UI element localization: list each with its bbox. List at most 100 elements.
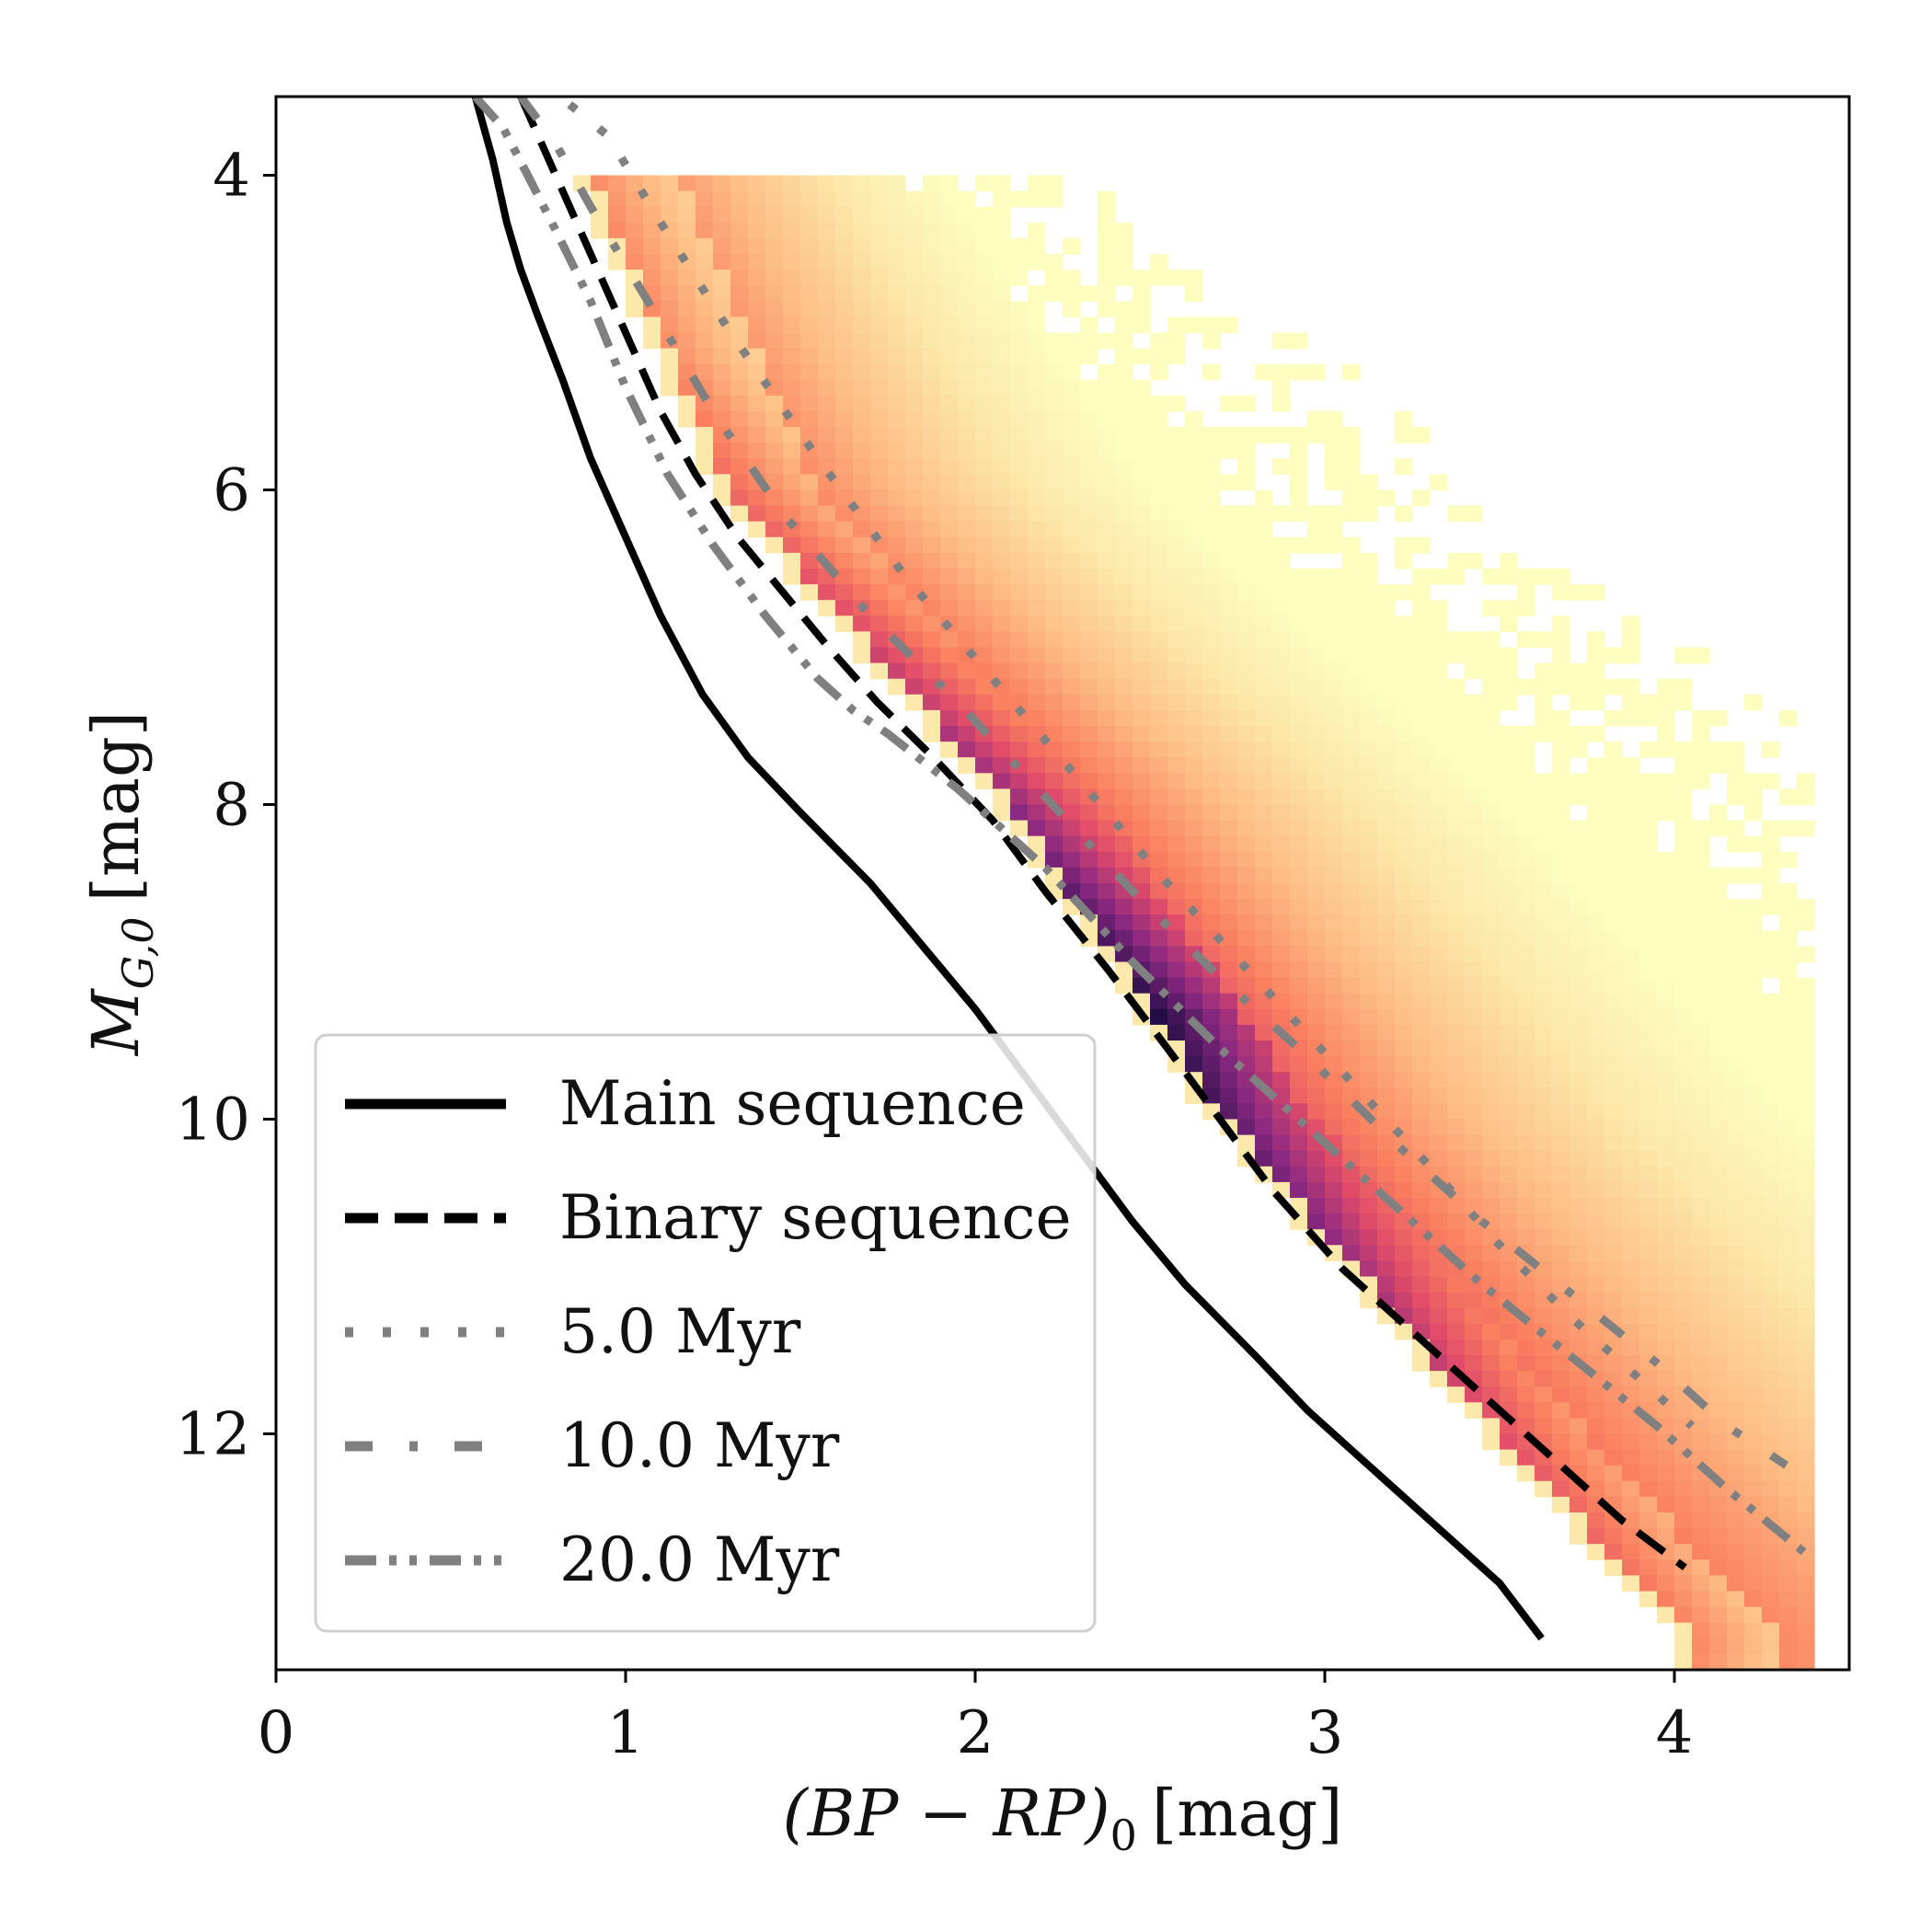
- heatmap-cell: [1237, 883, 1256, 900]
- heatmap-cell: [713, 237, 731, 255]
- heatmap-cell: [1797, 993, 1815, 1010]
- heatmap-cell: [1604, 1355, 1623, 1372]
- heatmap-cell: [1779, 1276, 1798, 1294]
- heatmap-cell: [1639, 709, 1658, 727]
- heatmap-cell: [1517, 883, 1535, 900]
- heatmap-cell: [1482, 977, 1501, 995]
- heatmap-cell: [1709, 946, 1728, 963]
- heatmap-cell: [1360, 1213, 1378, 1230]
- heatmap-cell: [1622, 1355, 1640, 1372]
- heatmap-cell: [1430, 1229, 1448, 1246]
- heatmap-cell: [1709, 804, 1728, 822]
- heatmap-cell: [1045, 726, 1064, 742]
- heatmap-cell: [1290, 820, 1308, 837]
- heatmap-cell: [1604, 1480, 1623, 1498]
- legend-label: Main sequence: [559, 1068, 1026, 1139]
- heatmap-cell: [1220, 678, 1238, 696]
- heatmap-cell: [1762, 1276, 1780, 1294]
- heatmap-cell: [1220, 694, 1238, 711]
- heatmap-cell: [1692, 1355, 1710, 1372]
- heatmap-cell: [1570, 1056, 1588, 1073]
- heatmap-cell: [1307, 961, 1326, 979]
- heatmap-cell: [1639, 1041, 1658, 1057]
- heatmap-cell: [1133, 270, 1151, 286]
- heatmap-cell: [783, 443, 801, 459]
- heatmap-cell: [1500, 835, 1518, 853]
- heatmap-cell: [1430, 820, 1448, 837]
- heatmap-cell: [1098, 206, 1116, 224]
- heatmap-cell: [1482, 1433, 1501, 1451]
- heatmap-cell: [1762, 946, 1780, 963]
- heatmap-cell: [923, 600, 941, 616]
- heatmap-cell: [993, 270, 1011, 286]
- heatmap-cell: [1430, 600, 1448, 616]
- heatmap-cell: [1744, 1181, 1763, 1199]
- heatmap-cell: [1290, 867, 1308, 884]
- heatmap-cell: [1727, 1166, 1745, 1183]
- heatmap-cell: [1482, 1119, 1501, 1136]
- heatmap-cell: [1220, 474, 1238, 491]
- heatmap-cell: [1430, 709, 1448, 727]
- heatmap-cell: [853, 222, 871, 239]
- heatmap-cell: [1430, 993, 1448, 1010]
- heatmap-cell: [1552, 1134, 1570, 1152]
- heatmap-cell: [1447, 742, 1466, 758]
- heatmap-cell: [1500, 742, 1518, 758]
- heatmap-cell: [765, 237, 784, 255]
- heatmap-cell: [975, 254, 994, 270]
- heatmap-cell: [730, 285, 749, 302]
- heatmap-cell: [1167, 474, 1186, 491]
- heatmap-cell: [1709, 1245, 1728, 1261]
- heatmap-cell: [1587, 1276, 1605, 1294]
- heatmap-cell: [1762, 1245, 1780, 1261]
- heatmap-cell: [1395, 1292, 1413, 1309]
- heatmap-cell: [993, 316, 1011, 334]
- heatmap-cell: [730, 254, 749, 270]
- heatmap-cell: [853, 395, 871, 412]
- heatmap-cell: [1430, 1355, 1448, 1372]
- heatmap-cell: [1115, 363, 1133, 381]
- heatmap-cell: [1063, 600, 1081, 616]
- heatmap-cell: [1709, 742, 1728, 758]
- heatmap-cell: [1307, 662, 1326, 680]
- heatmap-cell: [1167, 835, 1186, 853]
- heatmap-cell: [1535, 1024, 1553, 1041]
- heatmap-cell: [1167, 726, 1186, 742]
- heatmap-cell: [783, 270, 801, 286]
- heatmap-cell: [1080, 505, 1098, 523]
- heatmap-cell: [1500, 600, 1518, 616]
- heatmap-cell: [1570, 1339, 1588, 1356]
- heatmap-cell: [1395, 1260, 1413, 1278]
- heatmap-cell: [1500, 694, 1518, 711]
- heatmap-cell: [1272, 1150, 1291, 1167]
- heatmap-cell: [1797, 1528, 1815, 1545]
- heatmap-cell: [1307, 1008, 1326, 1026]
- heatmap-cell: [1500, 1041, 1518, 1057]
- plot-frame: [274, 95, 1851, 1672]
- heatmap-cell: [1447, 1213, 1466, 1230]
- heatmap-cell: [748, 237, 766, 255]
- heatmap-cell: [1727, 1653, 1745, 1670]
- heatmap-cell: [1150, 820, 1168, 837]
- heatmap-cell: [1465, 1103, 1483, 1121]
- heatmap-cell: [1744, 1307, 1763, 1325]
- heatmap-cell: [1709, 1559, 1728, 1576]
- heatmap-cell: [1115, 521, 1133, 538]
- heatmap-cell: [1167, 1024, 1186, 1041]
- heatmap-cell: [1045, 458, 1064, 475]
- heatmap-cell: [888, 489, 906, 507]
- heatmap-cell: [1517, 1323, 1535, 1340]
- heatmap-cell: [1115, 662, 1133, 680]
- heatmap-cell: [923, 379, 941, 397]
- heatmap-cell: [870, 175, 889, 192]
- heatmap-cell: [1622, 1103, 1640, 1121]
- x-axis-title: (BP − RP)0 [mag]: [783, 1776, 1343, 1860]
- heatmap-cell: [958, 600, 976, 616]
- heatmap-cell: [1727, 1150, 1745, 1167]
- heatmap-cell: [783, 222, 801, 239]
- heatmap-cell: [1220, 505, 1238, 523]
- heatmap-cell: [1045, 190, 1064, 208]
- heatmap-cell: [1325, 411, 1343, 428]
- heatmap-cell: [1342, 1150, 1361, 1167]
- heatmap-cell: [1500, 1166, 1518, 1183]
